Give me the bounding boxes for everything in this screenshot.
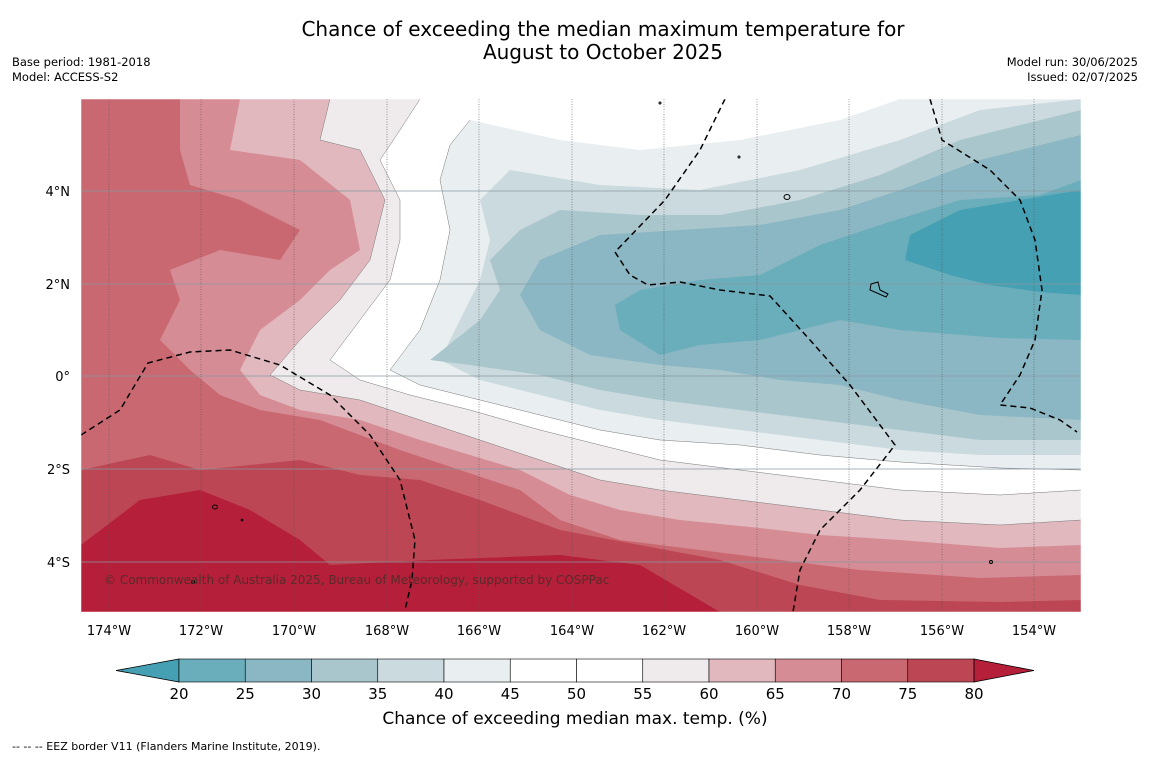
x-tick-label: 172°W: [179, 624, 223, 639]
colorbar-tick-label: 35: [368, 685, 387, 703]
y-axis-labels: 4°N 2°N 0° 2°S 4°S: [46, 185, 71, 571]
islands: [191, 101, 993, 584]
colorbar-segment: [443, 658, 511, 683]
x-tick-label: 158°W: [827, 624, 871, 639]
copyright-text: © Commonwealth of Australia 2025, Bureau…: [104, 573, 609, 587]
x-tick-label: 168°W: [365, 624, 409, 639]
colorbar-segment: [509, 658, 577, 683]
x-tick-label: 170°W: [272, 624, 316, 639]
title-line-1: Chance of exceeding the median maximum t…: [301, 17, 905, 41]
colorbar-extend-low: [115, 658, 180, 683]
model-name: Model: ACCESS-S2: [12, 70, 119, 84]
x-tick-label: 156°W: [920, 624, 964, 639]
colorbar-tick-label: 70: [832, 685, 851, 703]
y-tick-label: 4°N: [46, 185, 71, 200]
map-panel: © Commonwealth of Australia 2025, Bureau…: [81, 99, 1081, 612]
colorbar-tick-label: 80: [964, 685, 983, 703]
colorbar-segment: [178, 658, 246, 683]
footnote: -- -- -- EEZ border V11 (Flanders Marine…: [12, 740, 321, 753]
x-tick-label: 154°W: [1012, 624, 1056, 639]
contour-lines: [269, 99, 1081, 526]
x-tick-label: 162°W: [642, 624, 686, 639]
y-tick-label: 4°S: [47, 556, 70, 571]
colorbar: 20 25 30 35 40 45 50 55 60 65 70 75 80: [115, 658, 1035, 703]
colorbar-tick-label: 55: [633, 685, 652, 703]
latitude-lines: [81, 190, 1081, 563]
colorbar-segment: [642, 658, 710, 683]
colorbar-segment: [576, 658, 644, 683]
colorbar-tick-label: 45: [501, 685, 520, 703]
colorbar-segment: [841, 658, 909, 683]
colorbar-segment: [774, 658, 842, 683]
map-frame: [80, 98, 1082, 613]
colorbar-tick-label: 65: [766, 685, 785, 703]
colorbar-tick-label: 50: [567, 685, 586, 703]
x-tick-label: 166°W: [457, 624, 501, 639]
meta-right: Model run: 30/06/2025 Issued: 02/07/2025: [1007, 55, 1138, 85]
graticule: [108, 99, 1035, 612]
colorbar-tick-label: 25: [236, 685, 255, 703]
x-tick-label: 164°W: [550, 624, 594, 639]
colorbar-extend-high: [973, 658, 1035, 683]
issued-date: Issued: 02/07/2025: [1027, 70, 1138, 84]
y-tick-label: 2°N: [46, 278, 71, 293]
x-axis-labels: 174°W 172°W 170°W 168°W 166°W 164°W 162°…: [87, 624, 1056, 639]
colorbar-tick-label: 40: [434, 685, 453, 703]
model-run: Model run: 30/06/2025: [1006, 55, 1138, 69]
colorbar-segment: [708, 658, 776, 683]
colorbar-label: Chance of exceeding median max. temp. (%…: [382, 709, 768, 729]
x-tick-label: 174°W: [87, 624, 131, 639]
map-title: Chance of exceeding the median maximum t…: [0, 18, 1150, 64]
colorbar-tick-label: 60: [699, 685, 718, 703]
band-lt20: [905, 190, 1081, 295]
colorbar-segment: [907, 658, 975, 683]
x-tick-label: 160°W: [735, 624, 779, 639]
colorbar-segment: [311, 658, 379, 683]
eez-borders: [81, 99, 1078, 612]
colorbar-segment: [244, 658, 312, 683]
y-tick-label: 2°S: [47, 463, 70, 478]
colorbar-segment: [377, 658, 445, 683]
title-line-2: August to October 2025: [482, 40, 724, 64]
colorbar-tick-label: 20: [169, 685, 188, 703]
colorbar-tick-label: 75: [898, 685, 917, 703]
meta-left: Base period: 1981-2018 Model: ACCESS-S2: [12, 55, 151, 85]
colorbar-tick-label: 30: [302, 685, 321, 703]
y-tick-label: 0°: [55, 370, 70, 385]
base-period: Base period: 1981-2018: [12, 55, 151, 69]
